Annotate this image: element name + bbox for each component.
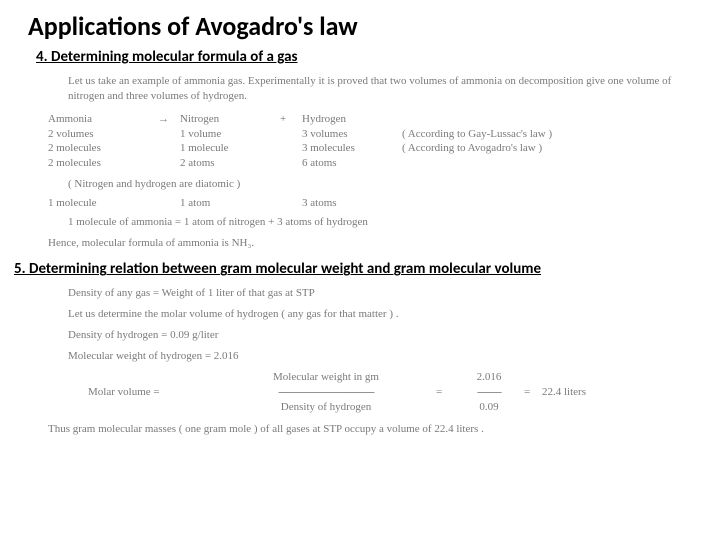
molar-volume-bar-row: Molar volume = -------------------------…: [88, 385, 700, 400]
fraction2-denominator: 0.09: [454, 400, 524, 415]
density-definition: Density of any gas = Weight of 1 liter o…: [68, 286, 700, 301]
section4-conclusion: Hence, molecular formula of ammonia is N…: [48, 236, 700, 251]
page-title: Applications of Avogadro's law: [28, 10, 700, 42]
col-plus: +: [280, 112, 302, 127]
col-note: [402, 112, 602, 127]
reaction-header-row: Ammonia → Nitrogen + Hydrogen: [48, 112, 700, 127]
reaction-row-atoms: 2 molecules 2 atoms 6 atoms: [48, 156, 700, 171]
section5-conclusion: Thus gram molecular masses ( one gram mo…: [48, 422, 700, 437]
section4-heading: 4. Determining molecular formula of a ga…: [36, 48, 700, 66]
let-us-text: Let us determine the molar volume of hyd…: [68, 307, 700, 322]
section5-heading: 5. Determining relation between gram mol…: [14, 260, 700, 278]
reaction-row-single: 1 molecule 1 atom 3 atoms: [48, 196, 700, 211]
molar-volume-den-row: Density of hydrogen 0.09: [88, 400, 700, 415]
fraction2-bar: ---------: [454, 385, 524, 400]
fraction1-denominator: Density of hydrogen: [216, 400, 436, 415]
col-nitrogen: Nitrogen: [180, 112, 280, 127]
section4-intro: Let us take an example of ammonia gas. E…: [68, 74, 700, 104]
col-ammonia: Ammonia: [48, 112, 158, 127]
equals2: =: [436, 385, 454, 400]
molar-volume-label-text: Molar volume =: [88, 385, 198, 400]
molecular-weight-hydrogen: Molecular weight of hydrogen = 2.016: [68, 349, 700, 364]
diatomic-note: ( Nitrogen and hydrogen are diatomic ): [68, 177, 700, 192]
fraction1-bar: ------------------------------------: [216, 385, 436, 400]
molecule-equation: 1 molecule of ammonia = 1 atom of nitrog…: [68, 215, 700, 230]
reaction-row-volumes: 2 volumes 1 volume 3 volumes ( According…: [48, 127, 700, 142]
density-hydrogen: Density of hydrogen = 0.09 g/liter: [68, 328, 700, 343]
fraction1-numerator: Molecular weight in gm: [216, 370, 436, 385]
col-arrow: →: [158, 112, 180, 127]
col-hydrogen: Hydrogen: [302, 112, 402, 127]
molar-volume-equation: Molecular weight in gm 2.016: [88, 370, 700, 385]
molar-volume-result: 22.4 liters: [542, 385, 622, 400]
equals3: =: [524, 385, 542, 400]
fraction2-numerator: 2.016: [454, 370, 524, 385]
reaction-row-molecules: 2 molecules 1 molecule 3 molecules ( Acc…: [48, 141, 700, 156]
